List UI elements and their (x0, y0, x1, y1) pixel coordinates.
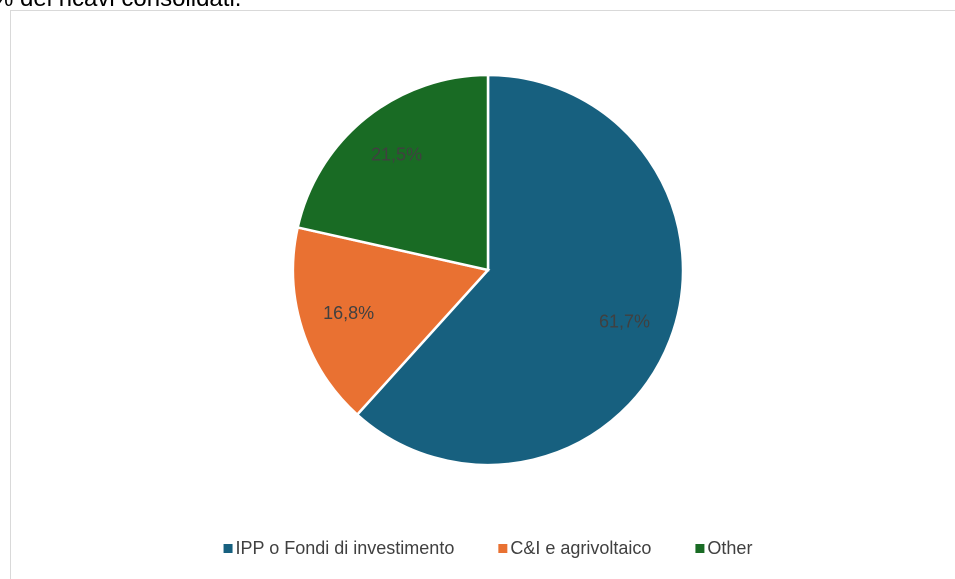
data-label: 21,5% (371, 145, 422, 165)
legend-marker (695, 544, 705, 553)
legend-label: Other (707, 538, 752, 558)
pie-slice (291, 225, 491, 417)
data-label: 61,7% (599, 311, 650, 331)
legend-label: IPP o Fondi di investimento (236, 538, 455, 558)
pie-slice (355, 73, 685, 467)
legend-marker (498, 544, 508, 553)
chart-title: % dei ricavi consolidati. (0, 0, 241, 12)
pie-slice (296, 73, 490, 272)
data-label: 16,8% (323, 303, 374, 323)
legend-marker (223, 544, 233, 553)
legend-label: C&I e agrivoltaico (510, 538, 651, 558)
